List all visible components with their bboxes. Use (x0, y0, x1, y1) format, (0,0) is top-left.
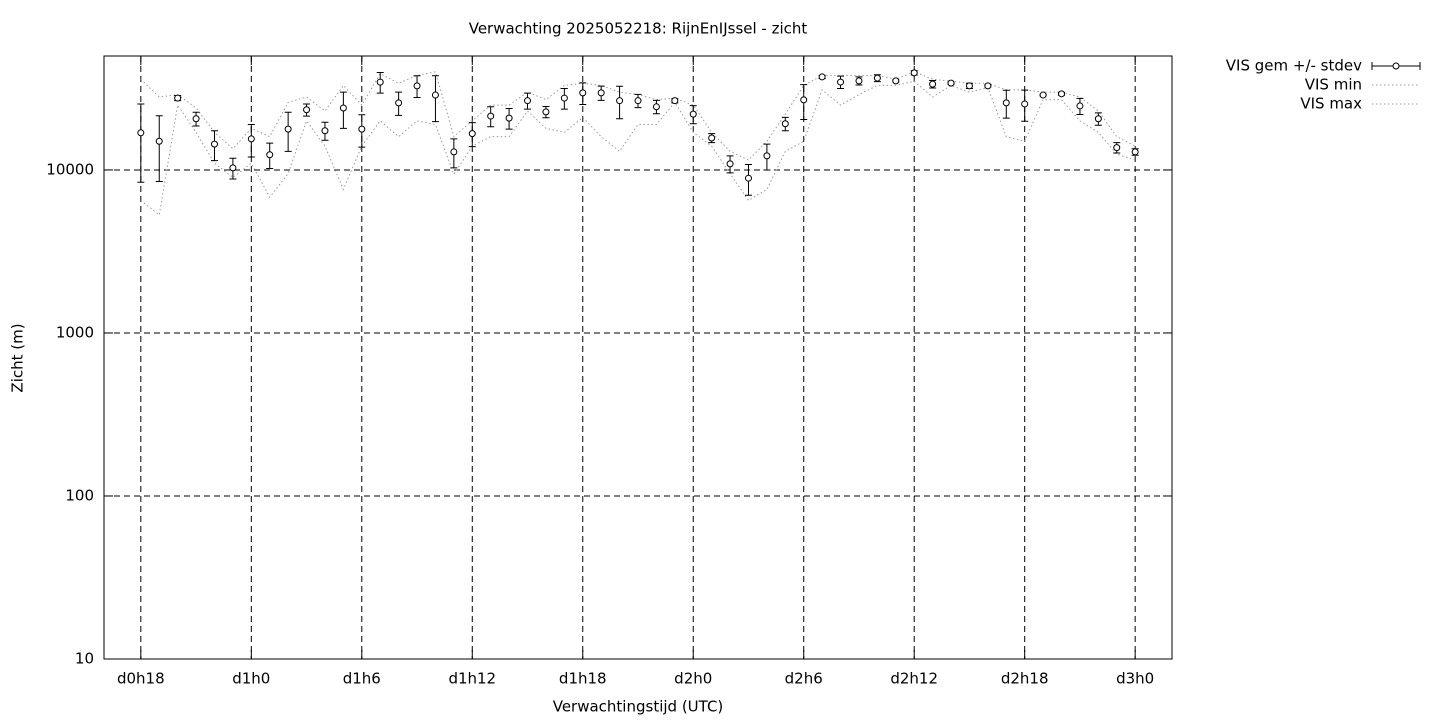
point (837, 78, 845, 86)
point (800, 96, 808, 104)
point (1021, 100, 1029, 108)
point (321, 127, 329, 135)
point (1113, 144, 1121, 152)
x-tick-label: d3h0 (1116, 670, 1154, 688)
error-bar (431, 75, 439, 123)
point (413, 82, 421, 90)
x-tick-label: d2h6 (785, 670, 823, 688)
x-tick-label: d1h6 (343, 670, 381, 688)
point (579, 89, 587, 97)
point (450, 148, 458, 156)
legend-label: VIS min (1305, 76, 1362, 94)
point (616, 97, 624, 105)
point (965, 82, 973, 90)
point (524, 97, 532, 105)
point (487, 112, 495, 120)
point (505, 114, 513, 122)
point (192, 115, 200, 123)
error-bar (137, 103, 145, 183)
point (376, 78, 384, 86)
x-tick-label: d2h12 (890, 670, 938, 688)
x-tick-label: d1h0 (232, 670, 270, 688)
point (818, 73, 826, 81)
y-tick-label: 1000 (56, 323, 94, 341)
point (781, 120, 789, 128)
point (763, 152, 771, 160)
point (984, 82, 992, 90)
point (855, 77, 863, 85)
point (1002, 99, 1010, 107)
point (303, 106, 311, 114)
y-axis-label: Zicht (m) (9, 323, 27, 392)
legend-label: VIS gem +/- stdev (1226, 57, 1362, 75)
point (174, 94, 182, 102)
point (284, 125, 292, 133)
legend-swatch (1392, 62, 1400, 70)
point (910, 69, 918, 77)
point (1058, 90, 1066, 98)
point (1131, 148, 1139, 156)
point (947, 79, 955, 87)
point (726, 160, 734, 168)
point (652, 103, 660, 111)
point (155, 137, 163, 145)
point (671, 97, 679, 105)
point (1076, 102, 1084, 110)
point (1039, 91, 1047, 99)
error-bar (155, 115, 163, 182)
point (634, 97, 642, 105)
x-tick-label: d1h12 (448, 670, 496, 688)
x-axis-label: Verwachtingstijd (UTC) (553, 698, 724, 716)
point (542, 108, 550, 116)
x-tick-label: d2h0 (674, 670, 712, 688)
y-tick-label: 100 (65, 486, 94, 504)
point (560, 94, 568, 102)
point (358, 125, 366, 133)
point (1094, 115, 1102, 123)
y-tick-label: 10000 (46, 160, 94, 178)
point (744, 174, 752, 182)
x-tick-label: d2h18 (1001, 670, 1049, 688)
point (266, 151, 274, 159)
y-tick-label: 10 (75, 650, 94, 668)
x-tick-label: d0h18 (117, 670, 165, 688)
point (247, 135, 255, 143)
legend-label: VIS max (1300, 95, 1362, 113)
point (873, 74, 881, 82)
plot-border (103, 55, 1173, 660)
point (708, 134, 716, 142)
point (892, 77, 900, 85)
point (929, 80, 937, 88)
point (431, 91, 439, 99)
x-tick-label: d1h18 (559, 670, 607, 688)
point (137, 129, 145, 137)
point (395, 99, 403, 107)
point (339, 104, 347, 112)
point (597, 89, 605, 97)
point (689, 110, 697, 118)
point (210, 140, 218, 148)
chart-title: Verwachting 2025052218: RijnEnIJssel - z… (469, 20, 808, 38)
point (229, 164, 237, 172)
point (468, 130, 476, 138)
